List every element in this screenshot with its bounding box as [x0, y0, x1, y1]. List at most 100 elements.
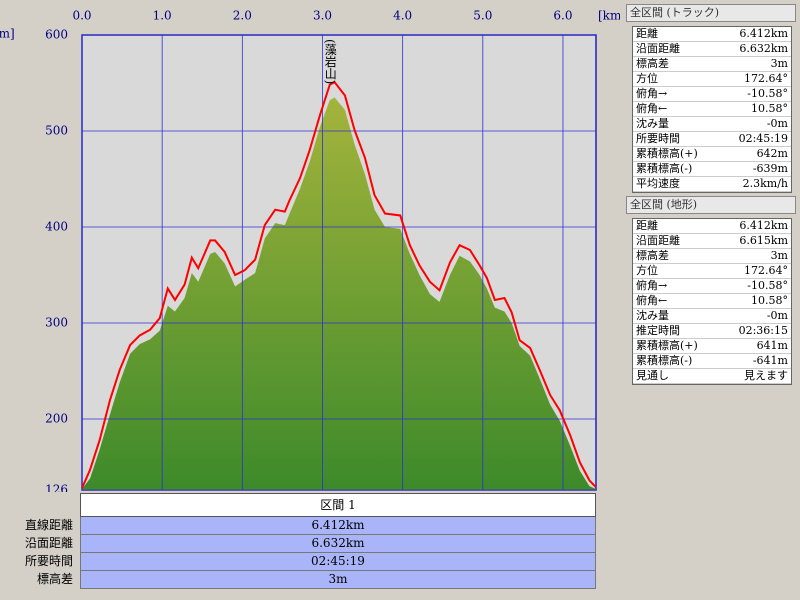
row-label: 累積標高(-): [636, 162, 693, 175]
section-title: 全区間 (トラック): [626, 4, 796, 22]
chart: [km] [m] 0.0 1.0 2.0 3.0 4.0 5.0 6.0 126 200 300 4…: [0, 9, 620, 493]
row-value: -10.58°: [747, 87, 788, 100]
row-label: 標高差: [636, 57, 669, 70]
row-value: 641m: [756, 339, 788, 352]
row-value: 02:45:19: [311, 554, 365, 568]
table-row: 累積標高(+) 641m: [633, 339, 791, 354]
table-row: 累積標高(+) 642m: [633, 147, 791, 162]
x-tick-label: 5.0: [473, 9, 492, 23]
row-label: 距離: [636, 219, 658, 232]
x-tick-label: 3.0: [313, 9, 332, 23]
table-row: 沿面距離 6.632km: [25, 535, 596, 553]
table-row: 累積標高(-) -639m: [633, 162, 791, 177]
table-row: 距離 6.412km: [633, 27, 791, 42]
y-tick-label: 200: [45, 411, 68, 425]
table-row: 方位 172.64°: [633, 264, 791, 279]
row-label: 所要時間: [24, 554, 73, 568]
row-label: 距離: [636, 27, 658, 40]
row-value: 6.412km: [311, 518, 365, 532]
row-label: 沿面距離: [636, 234, 680, 247]
row-label: 方位: [636, 72, 658, 85]
row-value: 3m: [328, 572, 348, 586]
row-value: 172.64°: [744, 72, 788, 85]
x-tick-label: 2.0: [233, 9, 252, 23]
row-value: 642m: [756, 147, 788, 160]
row-value: 見えます: [744, 369, 788, 382]
row-value: -0m: [766, 309, 788, 322]
row-value: 6.412km: [739, 219, 788, 232]
row-value: 6.412km: [739, 27, 788, 40]
row-value: 6.615km: [739, 234, 788, 247]
row-label: 直線距離: [24, 518, 73, 532]
row-value: 6.632km: [311, 536, 365, 550]
y-tick-label: 600: [45, 28, 68, 42]
table-row: 推定時間 02:36:15: [633, 324, 791, 339]
x-tick-label: 0.0: [72, 9, 91, 23]
y-unit: [m]: [0, 27, 15, 41]
table-row: 方位 172.64°: [633, 72, 791, 87]
row-label: 俯角←: [636, 294, 668, 307]
table-row: 俯角→ -10.58°: [633, 279, 791, 294]
panel-section: 全区間 (トラック) 距離 6.412km 沿面距離 6.632km 標高差 3m 方位 172…: [626, 4, 796, 193]
row-label: 沿面距離: [636, 42, 680, 55]
row-label: 沈み量: [636, 117, 669, 130]
row-label: 推定時間: [636, 324, 680, 337]
row-value: -10.58°: [747, 279, 788, 292]
row-value: -639m: [752, 162, 788, 175]
row-value: 10.58°: [751, 102, 788, 115]
row-label: 標高差: [36, 572, 73, 586]
table-row: 所要時間 02:45:19: [25, 553, 596, 571]
section-table: 距離 6.412km 沿面距離 6.615km 標高差 3m 方位 172.64° 俯角→ -10…: [632, 218, 792, 385]
table-row: 距離 6.412km: [633, 219, 791, 234]
row-value: -0m: [766, 117, 788, 130]
row-value: 10.58°: [751, 294, 788, 307]
table-row: 俯角← 10.58°: [633, 102, 791, 117]
table-row: 標高差 3m: [633, 57, 791, 72]
row-label: 標高差: [636, 249, 669, 262]
table-row: 俯角← 10.58°: [633, 294, 791, 309]
table-row: 直線距離 6.412km: [25, 517, 596, 535]
table-row: 標高差 3m: [633, 249, 791, 264]
row-value: -641m: [752, 354, 788, 367]
y-tick-label: 126: [45, 483, 68, 493]
table-row: 沈み量 -0m: [633, 117, 791, 132]
table-row: 所要時間 02:45:19: [633, 132, 791, 147]
bottom-table: 区間 1 直線距離 6.412km 沿面距離 6.632km 所要時間 02:45:19 標高…: [25, 493, 596, 589]
table-row: 俯角→ -10.58°: [633, 87, 791, 102]
row-label: 累積標高(+): [636, 339, 698, 352]
row-value: 2.3km/h: [742, 177, 788, 190]
row-label: 方位: [636, 264, 658, 277]
row-value: 3m: [770, 57, 788, 70]
row-value: 172.64°: [744, 264, 788, 277]
x-tick-label: 1.0: [153, 9, 172, 23]
row-label: 沈み量: [636, 309, 669, 322]
table-header: 区間 1: [80, 493, 596, 517]
row-label: 俯角→: [636, 279, 668, 292]
table-row: 標高差 3m: [37, 571, 596, 589]
row-value: 3m: [770, 249, 788, 262]
table-row: 平均速度 2.3km/h: [633, 177, 791, 192]
section-table: 距離 6.412km 沿面距離 6.632km 標高差 3m 方位 172.64° 俯角→ -10…: [632, 26, 792, 193]
terrain-area: [82, 97, 596, 490]
row-value: 6.632km: [739, 42, 788, 55]
table-row: 沿面距離 6.615km: [633, 234, 791, 249]
row-label: 平均速度: [636, 177, 680, 190]
table-row: 見通し 見えます: [633, 369, 791, 384]
y-tick-label: 500: [45, 123, 68, 137]
panel-section: 全区間 (地形) 距離 6.412km 沿面距離 6.615km 標高差 3m 方位 172.6…: [626, 196, 796, 385]
row-label: 俯角→: [636, 87, 668, 100]
row-label: 累積標高(-): [636, 354, 693, 367]
section-title: 全区間 (地形): [626, 196, 796, 214]
row-value: 02:36:15: [738, 324, 788, 337]
row-label: 俯角←: [636, 102, 668, 115]
x-tick-label: 4.0: [393, 9, 412, 23]
row-label: 沿面距離: [24, 536, 73, 550]
row-label: 見通し: [636, 369, 669, 382]
table-row: 沿面距離 6.632km: [633, 42, 791, 57]
x-tick-label: 6.0: [553, 9, 572, 23]
track-line: [81, 80, 597, 489]
table-row: 累積標高(-) -641m: [633, 354, 791, 369]
y-tick-label: 300: [45, 315, 68, 329]
y-tick-label: 400: [45, 219, 68, 233]
